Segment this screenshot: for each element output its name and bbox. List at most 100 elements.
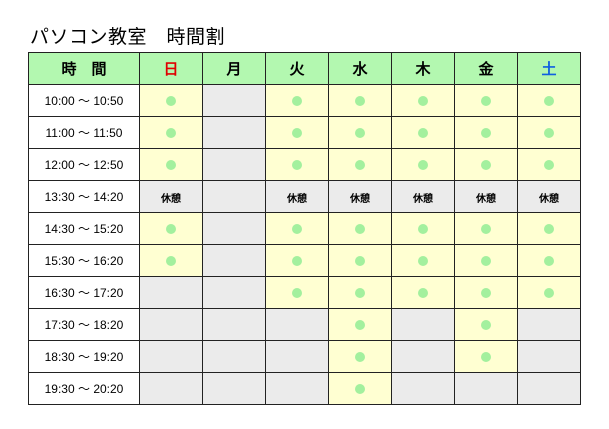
circle-icon <box>355 96 365 106</box>
day-header: 月 <box>202 52 266 85</box>
day-header: 火 <box>265 52 329 85</box>
class-cell <box>391 244 455 277</box>
break-cell: 休憩 <box>391 180 455 213</box>
circle-icon <box>355 288 365 298</box>
empty-cell <box>202 340 266 373</box>
empty-cell <box>391 340 455 373</box>
circle-icon <box>544 128 554 138</box>
circle-icon <box>481 128 491 138</box>
empty-cell <box>139 308 203 341</box>
circle-icon <box>544 288 554 298</box>
class-cell <box>391 212 455 245</box>
table-row: 16:30 ～ 17:20 <box>28 276 581 309</box>
class-cell <box>328 276 392 309</box>
circle-icon <box>292 160 302 170</box>
circle-icon <box>166 160 176 170</box>
class-cell <box>265 84 329 117</box>
header-row: 時 間 日月火水木金土 <box>28 52 581 85</box>
empty-cell <box>202 148 266 181</box>
class-cell <box>454 84 518 117</box>
empty-cell <box>139 340 203 373</box>
class-cell <box>517 244 581 277</box>
time-header: 時 間 <box>28 52 140 85</box>
class-cell <box>265 212 329 245</box>
class-cell <box>139 84 203 117</box>
empty-cell <box>391 372 455 405</box>
circle-icon <box>355 384 365 394</box>
table-row: 12:00 ～ 12:50 <box>28 148 581 181</box>
empty-cell <box>139 372 203 405</box>
timetable: 時 間 日月火水木金土 10:00 ～ 10:50 11:00 ～ 11:50 12… <box>28 52 581 405</box>
class-cell <box>328 340 392 373</box>
circle-icon <box>166 256 176 266</box>
break-label: 休憩 <box>161 194 181 205</box>
circle-icon <box>481 160 491 170</box>
class-cell <box>454 244 518 277</box>
time-slot: 15:30 ～ 16:20 <box>28 244 140 277</box>
circle-icon <box>481 288 491 298</box>
class-cell <box>517 148 581 181</box>
class-cell <box>454 212 518 245</box>
table-row: 11:00 ～ 11:50 <box>28 116 581 149</box>
class-cell <box>265 244 329 277</box>
table-row: 14:30 ～ 15:20 <box>28 212 581 245</box>
table-row: 19:30 ～ 20:20 <box>28 372 581 405</box>
class-cell <box>328 244 392 277</box>
time-slot: 11:00 ～ 11:50 <box>28 116 140 149</box>
circle-icon <box>481 96 491 106</box>
circle-icon <box>418 288 428 298</box>
empty-cell <box>265 308 329 341</box>
break-cell: 休憩 <box>454 180 518 213</box>
class-cell <box>454 148 518 181</box>
empty-cell <box>202 116 266 149</box>
class-cell <box>328 212 392 245</box>
circle-icon <box>355 160 365 170</box>
page-title: パソコン教室 時間割 <box>30 26 226 48</box>
time-slot: 10:00 ～ 10:50 <box>28 84 140 117</box>
class-cell <box>139 212 203 245</box>
empty-cell <box>202 372 266 405</box>
class-cell <box>391 276 455 309</box>
circle-icon <box>481 224 491 234</box>
circle-icon <box>355 224 365 234</box>
class-cell <box>328 148 392 181</box>
day-header: 土 <box>517 52 581 85</box>
circle-icon <box>481 256 491 266</box>
table-row: 17:30 ～ 18:20 <box>28 308 581 341</box>
time-slot: 17:30 ～ 18:20 <box>28 308 140 341</box>
empty-cell <box>517 340 581 373</box>
break-label: 休憩 <box>476 194 496 205</box>
break-label: 休憩 <box>413 194 433 205</box>
table-row: 18:30 ～ 19:20 <box>28 340 581 373</box>
class-cell <box>139 148 203 181</box>
empty-cell <box>265 372 329 405</box>
class-cell <box>517 116 581 149</box>
empty-cell <box>139 276 203 309</box>
class-cell <box>265 116 329 149</box>
empty-cell <box>517 372 581 405</box>
class-cell <box>265 148 329 181</box>
circle-icon <box>481 320 491 330</box>
break-cell: 休憩 <box>517 180 581 213</box>
circle-icon <box>166 224 176 234</box>
class-cell <box>139 116 203 149</box>
table-row: 13:30 ～ 14:20 休憩 休憩 休憩 休憩 休憩 休憩 <box>28 180 581 213</box>
class-cell <box>265 276 329 309</box>
circle-icon <box>292 256 302 266</box>
circle-icon <box>292 224 302 234</box>
circle-icon <box>418 128 428 138</box>
day-header: 日 <box>139 52 203 85</box>
circle-icon <box>292 288 302 298</box>
class-cell <box>328 116 392 149</box>
circle-icon <box>418 224 428 234</box>
class-cell <box>517 212 581 245</box>
class-cell <box>454 340 518 373</box>
empty-cell <box>265 340 329 373</box>
circle-icon <box>355 256 365 266</box>
circle-icon <box>292 96 302 106</box>
empty-cell <box>202 212 266 245</box>
break-label: 休憩 <box>539 194 559 205</box>
class-cell <box>391 116 455 149</box>
time-slot: 12:00 ～ 12:50 <box>28 148 140 181</box>
empty-cell <box>202 180 266 213</box>
